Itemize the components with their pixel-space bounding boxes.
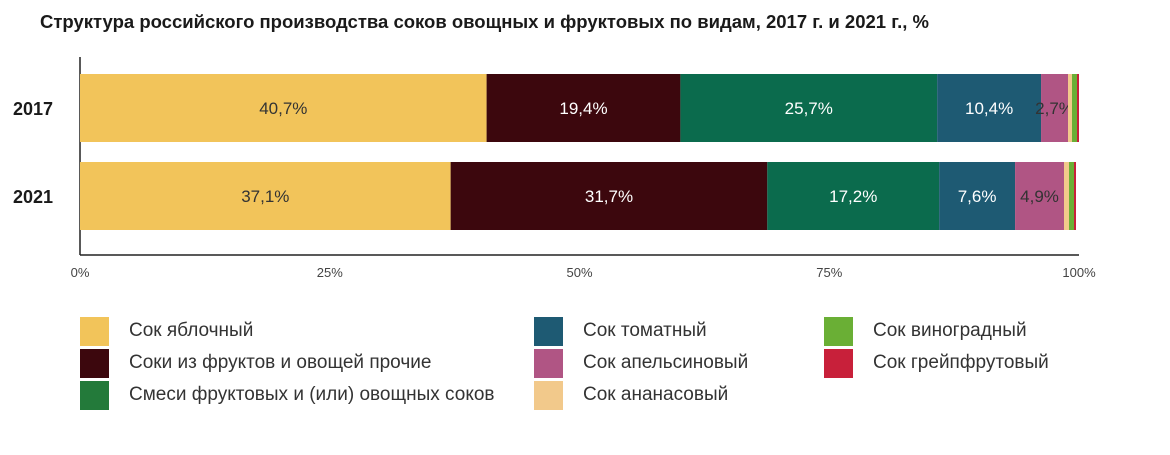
data-label: 31,7%: [585, 187, 633, 206]
legend-swatch: [80, 381, 109, 410]
data-label: 7,6%: [958, 187, 997, 206]
bar-segment: [1072, 74, 1078, 142]
legend-swatch: [80, 349, 109, 378]
legend-swatch: [534, 381, 563, 410]
bar-segment: [939, 162, 1016, 230]
bar-segment: [486, 74, 681, 142]
data-label: 37,1%: [241, 187, 289, 206]
legend-label: Сок апельсиновый: [583, 352, 749, 373]
legend-swatch: [824, 317, 853, 346]
legend-label: Сок виноградный: [873, 320, 1027, 341]
legend-swatch: [534, 349, 563, 378]
chart-title: Структура российского производства соков…: [40, 11, 929, 32]
data-label: 4,9%: [1020, 187, 1059, 206]
legend-item: Сок апельсиновый: [534, 349, 748, 378]
legend-item: Смеси фруктовых и (или) овощных соков: [80, 381, 499, 410]
legend-label: Сок грейпфрутовый: [873, 352, 1049, 373]
legend-label: Соки из фруктов и овощей прочие: [129, 352, 432, 373]
category-label: 2017: [13, 99, 53, 119]
bar-segment: [80, 162, 451, 230]
legend-label: Сок яблочный: [129, 320, 254, 341]
legend-item: Соки из фруктов и овощей прочие: [80, 349, 431, 378]
legend-item: Сок ананасовый: [534, 381, 728, 410]
bar-segment: [1041, 74, 1069, 142]
legend-label: Сок ананасовый: [583, 384, 729, 405]
category-label: 2021: [13, 187, 53, 207]
bar-segment: [1015, 162, 1065, 230]
bar-segment: [937, 74, 1042, 142]
legend-label: Смеси фруктовых и (или) овощных соков: [129, 384, 495, 405]
bar-segment: [767, 162, 940, 230]
bar-segment: [1064, 162, 1070, 230]
bar-segment: [450, 162, 768, 230]
data-label: 25,7%: [785, 99, 833, 118]
data-label: 2,7%: [1035, 99, 1074, 118]
bar-segment: [1074, 162, 1077, 230]
bar-segment: [80, 74, 487, 142]
legend-item: Сок яблочный: [80, 317, 253, 346]
x-tick-label: 50%: [566, 265, 592, 280]
legend-label: Сок томатный: [583, 320, 707, 341]
bar-segment: [680, 74, 938, 142]
bar-segment: [1068, 74, 1073, 142]
data-label: 40,7%: [259, 99, 307, 118]
x-tick-label: 100%: [1062, 265, 1096, 280]
x-tick-label: 75%: [816, 265, 842, 280]
x-tick-label: 25%: [317, 265, 343, 280]
stacked-bar-chart: 0% 25% 50% 75% 100% 2017 2021 40,7% 19,4% 25,7% 10…: [13, 57, 1096, 280]
legend-swatch: [534, 317, 563, 346]
data-label: 19,4%: [559, 99, 607, 118]
legend-item: Сок грейпфрутовый: [824, 349, 1049, 378]
legend-swatch: [80, 317, 109, 346]
bar-segment: [1077, 74, 1079, 142]
legend-item: Сок томатный: [534, 317, 707, 346]
data-label: 10,4%: [965, 99, 1013, 118]
bar-segment: [1069, 162, 1075, 230]
x-tick-label: 0%: [71, 265, 90, 280]
data-label: 17,2%: [829, 187, 877, 206]
legend-item: Сок виноградный: [824, 317, 1027, 346]
legend-swatch: [824, 349, 853, 378]
